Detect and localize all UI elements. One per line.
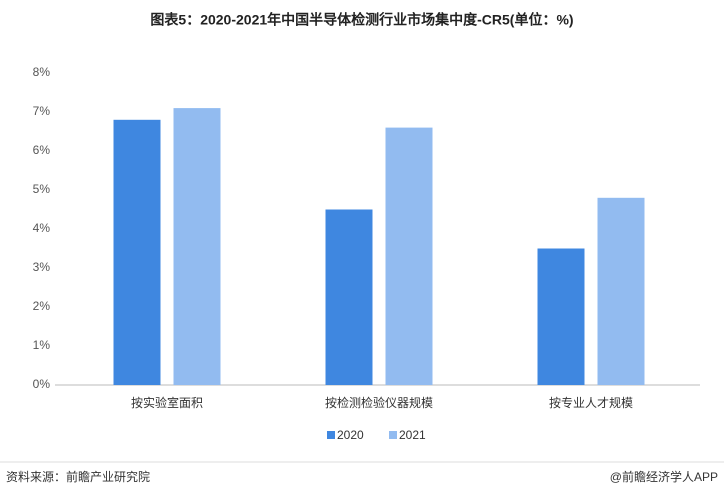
bar xyxy=(537,248,585,385)
bar xyxy=(173,108,221,385)
legend-label: 2021 xyxy=(399,428,426,442)
y-tick-label: 7% xyxy=(33,104,51,118)
bar xyxy=(325,209,373,385)
x-tick-label: 按实验室面积 xyxy=(131,395,203,410)
credit: @前瞻经济学人APP xyxy=(610,469,718,484)
legend-swatch xyxy=(389,431,397,439)
y-tick-label: 3% xyxy=(33,260,51,274)
legend-swatch xyxy=(327,431,335,439)
y-tick-label: 5% xyxy=(33,182,51,196)
y-tick-label: 2% xyxy=(33,299,51,313)
y-tick-label: 6% xyxy=(33,143,51,157)
chart-title: 图表5：2020-2021年中国半导体检测行业市场集中度-CR5(单位：%) xyxy=(150,12,573,28)
y-tick-label: 8% xyxy=(33,65,51,79)
y-tick-label: 1% xyxy=(33,338,51,352)
legend-label: 2020 xyxy=(337,428,364,442)
y-tick-label: 4% xyxy=(33,221,51,235)
x-tick-label: 按专业人才规模 xyxy=(549,395,633,410)
bar xyxy=(385,127,433,385)
source: 资料来源：前瞻产业研究院 xyxy=(6,469,150,484)
bar xyxy=(113,119,161,386)
bar xyxy=(597,197,645,385)
x-tick-label: 按检测检验仪器规模 xyxy=(325,395,433,410)
y-tick-label: 0% xyxy=(33,377,51,391)
